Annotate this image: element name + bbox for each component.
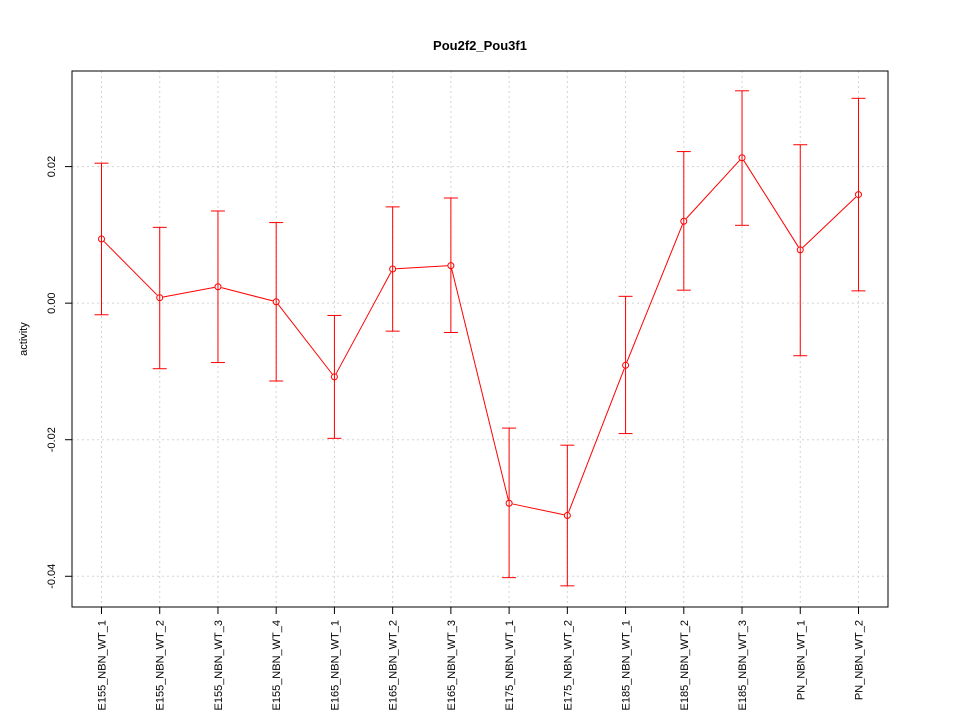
data-point	[389, 265, 397, 273]
x-tick-label: E185_NBN_WT_2	[679, 620, 691, 711]
data-point	[214, 283, 222, 291]
series-line-segment	[335, 271, 392, 375]
x-tick-label: E165_NBN_WT_2	[388, 620, 400, 711]
x-tick-label: PN_NBN_WT_2	[853, 620, 865, 700]
data-point	[447, 262, 455, 270]
series-line-segment	[685, 159, 741, 219]
series-layer	[94, 90, 866, 587]
y-tick-label: 0.02	[46, 156, 58, 177]
series-line-segment	[103, 241, 158, 296]
series-line-segment	[743, 160, 799, 248]
data-point	[505, 499, 513, 507]
x-tick-label: PN_NBN_WT_1	[795, 620, 807, 700]
x-tick-label: E155_NBN_WT_4	[271, 620, 283, 711]
series-line-segment	[451, 268, 509, 500]
x-tick-label: E185_NBN_WT_1	[621, 620, 633, 711]
data-point	[330, 373, 338, 381]
y-axis-label: activity	[18, 322, 30, 356]
data-point	[563, 512, 571, 520]
x-tick-label: E185_NBN_WT_3	[737, 620, 749, 711]
series-line-segment	[163, 286, 215, 298]
data-point	[156, 294, 164, 302]
series-line-segment	[277, 304, 333, 375]
x-tick-label: E155_NBN_WT_1	[97, 620, 109, 711]
y-tick-label: 0.00	[46, 292, 58, 313]
data-point	[796, 246, 804, 254]
data-point	[98, 235, 105, 243]
data-point	[622, 361, 630, 369]
x-tick-label: E175_NBN_WT_2	[562, 620, 574, 711]
series-line-segment	[626, 224, 683, 363]
x-tick-label: E175_NBN_WT_1	[504, 620, 516, 711]
series-line-segment	[221, 287, 273, 302]
data-point	[272, 298, 280, 306]
x-tick-label: E155_NBN_WT_3	[213, 620, 225, 711]
series-line-segment	[802, 196, 857, 248]
chart-title: Pou2f2_Pou3f1	[433, 38, 527, 53]
series-line-segment	[512, 503, 565, 516]
series-line-segment	[568, 368, 625, 513]
data-point	[680, 217, 688, 225]
plot-frame	[71, 70, 889, 608]
x-tick-label: E155_NBN_WT_2	[155, 620, 167, 711]
y-tick-label: -0.04	[46, 564, 58, 589]
data-point	[854, 191, 862, 199]
y-tick-label: -0.02	[46, 427, 58, 452]
axes: -0.04 -0.02 0.00 0.02 E155_NBN_WT_1 E155_NBN_…	[46, 156, 865, 711]
x-tick-label: E165_NBN_WT_3	[446, 620, 458, 711]
data-point	[738, 154, 746, 162]
series-line-segment	[396, 265, 448, 270]
x-tick-label: E165_NBN_WT_1	[329, 620, 341, 711]
